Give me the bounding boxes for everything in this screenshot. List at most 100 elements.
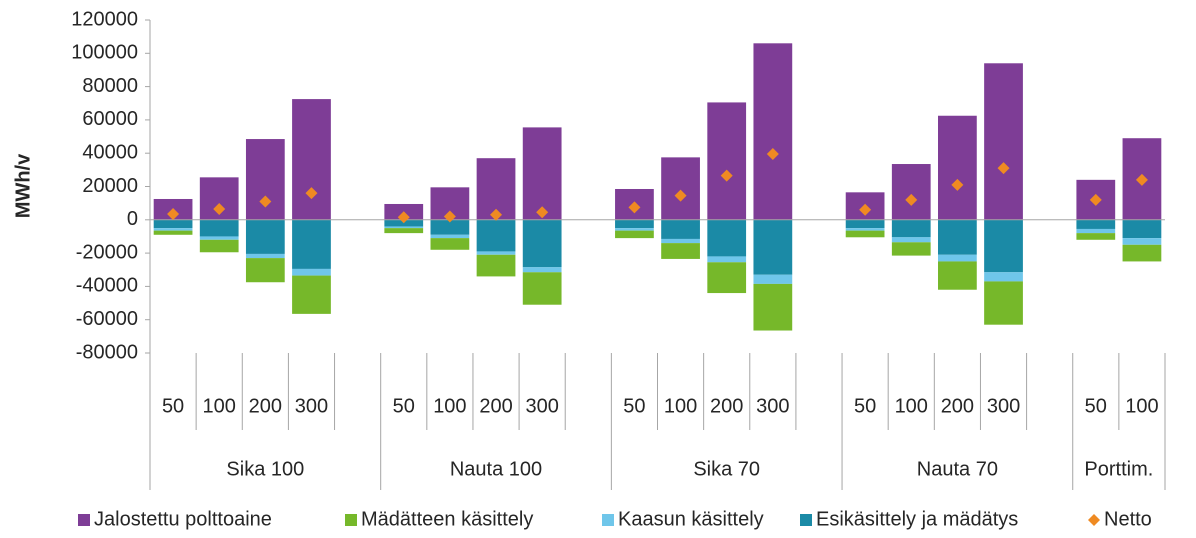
bar <box>153 228 193 231</box>
bar <box>430 219 470 235</box>
group-label: Sika 100 <box>226 458 304 480</box>
x-tick-label: 300 <box>295 395 328 417</box>
bar <box>707 102 747 220</box>
bar <box>661 238 700 244</box>
bar <box>938 254 977 262</box>
y-tick-label: -40000 <box>76 275 138 297</box>
marker <box>490 208 503 221</box>
marker <box>397 211 410 224</box>
bar <box>845 228 885 231</box>
marker <box>859 203 872 216</box>
x-tick-label: 100 <box>433 395 466 417</box>
legend-label: Kaasun käsittely <box>618 508 764 530</box>
x-tick-label: 300 <box>756 395 789 417</box>
bar <box>430 238 470 250</box>
bar <box>753 219 793 275</box>
y-tick-label: -20000 <box>76 241 138 263</box>
bar <box>245 253 285 259</box>
bar <box>1076 219 1116 229</box>
bar <box>891 242 931 256</box>
bar <box>292 275 331 314</box>
bar <box>384 226 424 229</box>
marker <box>443 210 456 223</box>
marker <box>951 178 964 191</box>
marker <box>167 207 180 220</box>
x-tick-label: 300 <box>525 395 558 417</box>
y-tick-label: 100000 <box>71 42 138 64</box>
marker <box>213 202 226 215</box>
x-tick-label: 100 <box>203 395 236 417</box>
group-label: Nauta 100 <box>450 458 542 480</box>
legend-swatch <box>78 514 90 526</box>
x-tick-label: 300 <box>987 395 1020 417</box>
x-tick-label: 50 <box>1085 395 1107 417</box>
legend-marker <box>1088 514 1100 526</box>
bar <box>984 281 1023 325</box>
marker <box>628 201 641 214</box>
marker <box>1089 193 1102 206</box>
bar <box>938 115 977 220</box>
bar <box>1076 228 1116 234</box>
x-tick-label: 200 <box>479 395 512 417</box>
y-tick-label: 120000 <box>71 8 138 30</box>
bar <box>661 243 700 259</box>
bar <box>476 251 516 255</box>
bar <box>384 228 424 234</box>
group-label: Porttim. <box>1084 458 1153 480</box>
bar <box>245 219 285 254</box>
x-tick-label: 200 <box>710 395 743 417</box>
bar <box>615 228 654 231</box>
marker <box>674 189 687 202</box>
bar <box>292 268 331 276</box>
bar <box>984 63 1023 220</box>
marker <box>997 162 1010 175</box>
bar <box>707 256 747 263</box>
bar <box>707 219 747 257</box>
bar <box>891 164 931 220</box>
bar <box>984 219 1023 273</box>
bar <box>292 99 331 220</box>
group-label: Sika 70 <box>693 458 760 480</box>
marker <box>905 193 918 206</box>
bar <box>1076 233 1116 240</box>
marker <box>1135 173 1148 186</box>
bar <box>153 230 193 235</box>
marker <box>259 195 272 208</box>
bar <box>245 139 285 220</box>
bar <box>707 262 747 294</box>
bar <box>292 219 331 269</box>
bar <box>1122 219 1162 239</box>
bar <box>476 254 516 277</box>
bar <box>938 261 977 290</box>
bar <box>938 219 977 255</box>
bar <box>1122 238 1162 245</box>
x-tick-label: 200 <box>941 395 974 417</box>
legend-label: Jalostettu polttoaine <box>94 508 272 530</box>
y-tick-label: 20000 <box>82 175 138 197</box>
y-axis-label: MWh/v <box>12 153 34 218</box>
bar <box>753 283 793 331</box>
bar <box>984 272 1023 282</box>
x-tick-label: 100 <box>1125 395 1158 417</box>
y-tick-label: 60000 <box>82 108 138 130</box>
bar <box>476 219 516 252</box>
legend-swatch <box>800 514 812 526</box>
bar <box>522 272 562 305</box>
legend-label: Esikäsittely ja mädätys <box>816 508 1018 530</box>
bar <box>199 219 239 237</box>
marker <box>305 187 318 200</box>
x-tick-label: 50 <box>854 395 876 417</box>
y-tick-label: 40000 <box>82 141 138 163</box>
x-tick-label: 100 <box>664 395 697 417</box>
x-tick-label: 50 <box>162 395 184 417</box>
marker <box>720 169 733 182</box>
legend-swatch <box>345 514 357 526</box>
bar <box>661 157 700 220</box>
y-tick-label: -80000 <box>76 341 138 363</box>
bar <box>845 230 885 238</box>
bar <box>522 267 562 273</box>
bar <box>845 219 885 229</box>
marker <box>766 148 779 161</box>
bar <box>522 219 562 268</box>
